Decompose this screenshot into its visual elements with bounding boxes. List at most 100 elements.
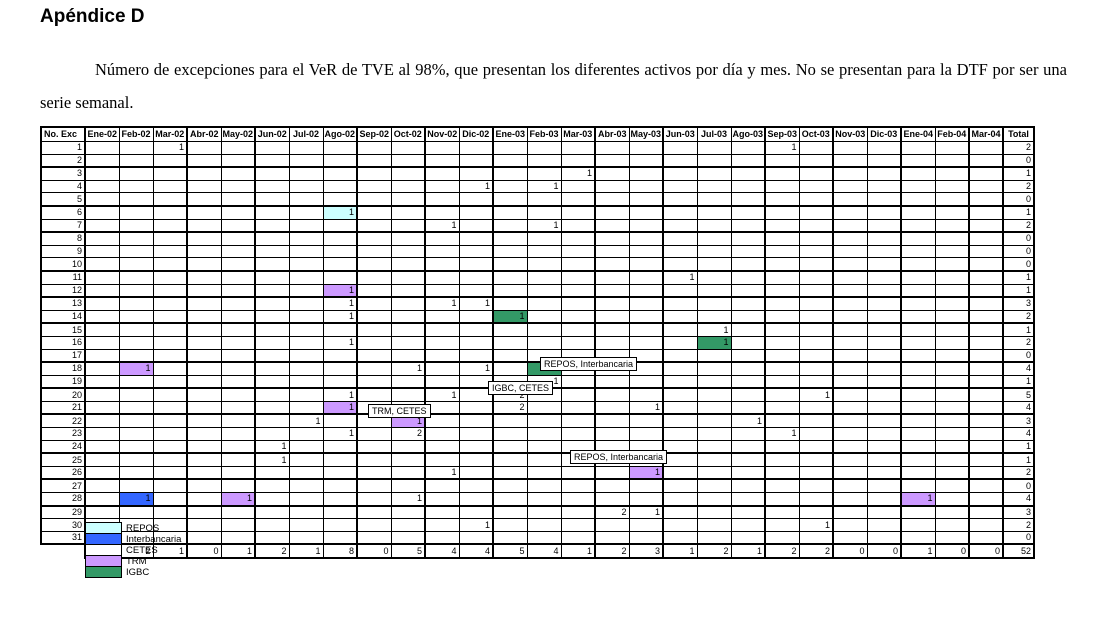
legend: REPOS Interbancaria CETES TRM IGBC [85, 522, 285, 578]
table-cell [288, 153, 324, 169]
table-cell [696, 309, 732, 325]
row-total-cell: 1 [1002, 166, 1035, 181]
table-cell [968, 452, 1004, 467]
table-row: 11 1 1 [40, 270, 1035, 285]
table-cell [458, 478, 494, 494]
table-cell [220, 257, 256, 272]
table-cell [730, 166, 766, 181]
table-cell [526, 439, 562, 455]
table-cell [118, 166, 154, 181]
table-cell [390, 244, 426, 259]
table-cell [492, 348, 528, 364]
table-cell [832, 296, 868, 311]
table-cell [560, 465, 596, 481]
table-cell [934, 153, 970, 169]
table-cell [288, 374, 324, 390]
column-header: Mar-04 [968, 126, 1004, 142]
table-cell [288, 439, 324, 455]
table-cell [832, 231, 868, 246]
table-cell [832, 530, 868, 546]
table-cell [560, 309, 596, 325]
row-label: 29 [40, 505, 86, 520]
table-cell [866, 530, 902, 546]
table-cell [628, 257, 664, 272]
table-cell [424, 270, 460, 285]
column-header: Sep-02 [356, 126, 392, 142]
table-cell [458, 309, 494, 325]
table-cell [220, 413, 256, 429]
table-cell [832, 361, 868, 376]
table-cell [288, 296, 324, 311]
table-cell [560, 179, 596, 194]
table-cell [424, 505, 460, 520]
table-cell [220, 218, 256, 234]
table-cell [832, 179, 868, 194]
table-cell [934, 518, 970, 532]
table-cell: 1 [458, 296, 494, 311]
table-cell [526, 400, 562, 416]
table-cell: 1 [798, 518, 834, 532]
table-cell [764, 270, 800, 285]
table-cell [288, 335, 324, 350]
table-cell [526, 478, 562, 494]
table-cell [662, 518, 698, 532]
table-cell [492, 283, 528, 299]
table-cell: 1 [118, 361, 154, 376]
table-cell [424, 492, 460, 507]
table-cell: 1 [492, 309, 528, 325]
table-row: 12 1 1 [40, 283, 1035, 299]
table-cell [798, 505, 834, 520]
table-cell [526, 492, 562, 507]
table-cell [730, 270, 766, 285]
table-cell [832, 478, 868, 494]
column-total-cell: 0 [356, 543, 392, 560]
table-cell [152, 322, 188, 337]
row-header-label: No. Exc [40, 126, 86, 142]
table-cell [390, 439, 426, 455]
table-cell [764, 257, 800, 272]
table-cell [186, 244, 222, 259]
table-cell [492, 505, 528, 520]
table-cell [84, 244, 120, 259]
row-label: 15 [40, 322, 86, 337]
row-label: 30 [40, 518, 86, 532]
table-cell [492, 166, 528, 181]
table-cell [288, 179, 324, 194]
table-cell [390, 257, 426, 272]
table-cell [288, 218, 324, 234]
table-cell [288, 205, 324, 220]
table-cell [288, 231, 324, 246]
table-cell [662, 465, 698, 481]
table-cell [152, 492, 188, 507]
table-cell [424, 335, 460, 350]
table-cell [696, 465, 732, 481]
column-total-cell: 1 [662, 543, 698, 560]
table-cell [866, 141, 902, 155]
table-cell [696, 244, 732, 259]
page-title: Apéndice D [40, 6, 145, 27]
table-cell [934, 505, 970, 520]
table-cell [356, 166, 392, 181]
table-cell [288, 192, 324, 207]
column-header: Feb-02 [118, 126, 154, 142]
row-total-cell: 1 [1002, 322, 1035, 337]
table-cell [764, 179, 800, 194]
table-cell [84, 505, 120, 520]
table-cell [526, 153, 562, 169]
table-cell [254, 141, 290, 155]
row-label: 27 [40, 478, 86, 494]
table-cell [288, 141, 324, 155]
table-row: 19 1 1 [40, 374, 1035, 390]
table-cell [560, 530, 596, 546]
annotation-box: TRM, CETES [368, 403, 431, 418]
table-cell [390, 309, 426, 325]
table-cell [84, 192, 120, 207]
table-cell [934, 478, 970, 494]
table-cell [866, 153, 902, 169]
table-cell [220, 309, 256, 325]
table-cell [254, 309, 290, 325]
column-header: Abr-02 [186, 126, 222, 142]
row-total-cell: 3 [1002, 505, 1035, 520]
table-cell [424, 179, 460, 194]
row-label: 9 [40, 244, 86, 259]
